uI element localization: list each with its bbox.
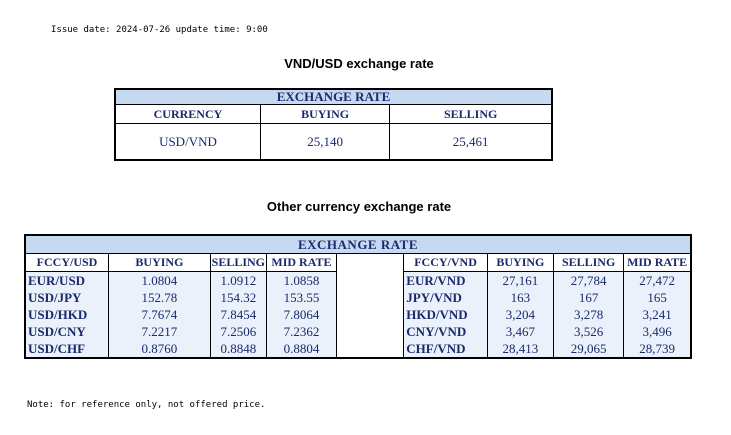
buying-cell: 3,204 — [487, 306, 554, 323]
column-header-buying: BUYING — [108, 253, 211, 272]
fccy-vnd-pair: EUR/VND — [403, 271, 488, 289]
column-header-fccy-usd: FCCY/USD — [25, 253, 109, 272]
fccy-usd-pair: EUR/USD — [25, 271, 109, 289]
exchange-rate-banner: EXCHANGE RATE — [115, 89, 552, 105]
vnd-usd-title: VND/USD exchange rate — [284, 56, 434, 71]
mid-rate-cell: 27,472 — [623, 271, 691, 289]
issue-date-line: Issue date: 2024-07-26 update time: 9:00 — [51, 25, 268, 35]
column-header-buying: BUYING — [260, 104, 391, 124]
fccy-vnd-pair: CNY/VND — [403, 323, 488, 340]
mid-rate-cell: 3,496 — [623, 323, 691, 340]
column-header-selling: SELLING — [389, 104, 552, 124]
mid-rate-cell: 7.8064 — [266, 306, 338, 323]
fccy-usd-pair: USD/JPY — [25, 289, 109, 306]
other-currency-title: Other currency exchange rate — [266, 199, 452, 214]
column-header-fccy-vnd: FCCY/VND — [403, 253, 488, 272]
buying-cell: 163 — [487, 289, 554, 306]
fccy-vnd-pair: CHF/VND — [403, 340, 488, 358]
fccy-usd-pair: USD/HKD — [25, 306, 109, 323]
spacer-cell — [336, 340, 405, 358]
spacer-cell — [336, 306, 405, 323]
column-header-selling: SELLING — [210, 253, 267, 272]
exchange-rate-banner: EXCHANGE RATE — [25, 235, 691, 254]
reference-note: Note: for reference only, not offered pr… — [27, 400, 266, 410]
selling-cell: 3,526 — [553, 323, 625, 340]
selling-cell: 1.0912 — [210, 271, 267, 289]
mid-rate-cell: 0.8804 — [266, 340, 338, 358]
spacer-cell — [336, 289, 405, 306]
buying-cell: 7.7674 — [108, 306, 211, 323]
table-row: EUR/USD 1.0804 1.0912 1.0858 EUR/VND 27,… — [25, 271, 691, 289]
vnd-usd-rate-table: EXCHANGE RATE CURRENCY BUYING SELLING US… — [114, 88, 553, 161]
mid-rate-cell: 1.0858 — [266, 271, 338, 289]
mid-rate-cell: 153.55 — [266, 289, 338, 306]
selling-cell: 25,461 — [452, 133, 489, 149]
table-row: USD/VND 25,140 25,461 — [115, 123, 552, 160]
buying-cell: 25,140 — [260, 123, 391, 160]
buying-cell: 1.0804 — [108, 271, 211, 289]
buying-cell: 7.2217 — [108, 323, 211, 340]
selling-cell: 3,278 — [553, 306, 625, 323]
fccy-usd-pair: USD/CNY — [25, 323, 109, 340]
mid-rate-cell: 3,241 — [623, 306, 691, 323]
fccy-vnd-pair: JPY/VND — [403, 289, 488, 306]
column-header-currency: CURRENCY — [115, 104, 261, 124]
selling-cell: 154.32 — [210, 289, 267, 306]
fccy-usd-pair: USD/CHF — [25, 340, 109, 358]
column-header-buying: BUYING — [487, 253, 554, 272]
mid-rate-cell: 165 — [623, 289, 691, 306]
table-row: USD/CHF 0.8760 0.8848 0.8804 CHF/VND 28,… — [25, 340, 691, 358]
spacer-cell — [336, 271, 405, 289]
fccy-vnd-pair: HKD/VND — [403, 306, 488, 323]
selling-cell: 167 — [553, 289, 625, 306]
mid-rate-cell: 28,739 — [623, 340, 691, 358]
selling-cell: 7.2506 — [210, 323, 267, 340]
selling-cell: 7.8454 — [210, 306, 267, 323]
column-header-mid-rate: MID RATE — [623, 253, 691, 272]
other-currency-rate-table: EXCHANGE RATE FCCY/USD BUYING SELLING MI… — [24, 234, 692, 359]
table-row: USD/JPY 152.78 154.32 153.55 JPY/VND 163… — [25, 289, 691, 306]
buying-cell: 3,467 — [487, 323, 554, 340]
table-row: USD/HKD 7.7674 7.8454 7.8064 HKD/VND 3,2… — [25, 306, 691, 323]
selling-cell: 0.8848 — [210, 340, 267, 358]
currency-cell: USD/VND — [115, 123, 261, 160]
buying-cell: 27,161 — [487, 271, 554, 289]
selling-cell: 27,784 — [553, 271, 625, 289]
spacer-cell — [336, 323, 405, 340]
table-row: USD/CNY 7.2217 7.2506 7.2362 CNY/VND 3,4… — [25, 323, 691, 340]
mid-rate-cell: 7.2362 — [266, 323, 338, 340]
buying-cell: 152.78 — [108, 289, 211, 306]
buying-cell: 0.8760 — [108, 340, 211, 358]
buying-cell: 28,413 — [487, 340, 554, 358]
column-header-mid-rate: MID RATE — [266, 253, 338, 272]
column-header-selling: SELLING — [553, 253, 625, 272]
column-spacer — [336, 253, 405, 272]
selling-cell: 29,065 — [553, 340, 625, 358]
